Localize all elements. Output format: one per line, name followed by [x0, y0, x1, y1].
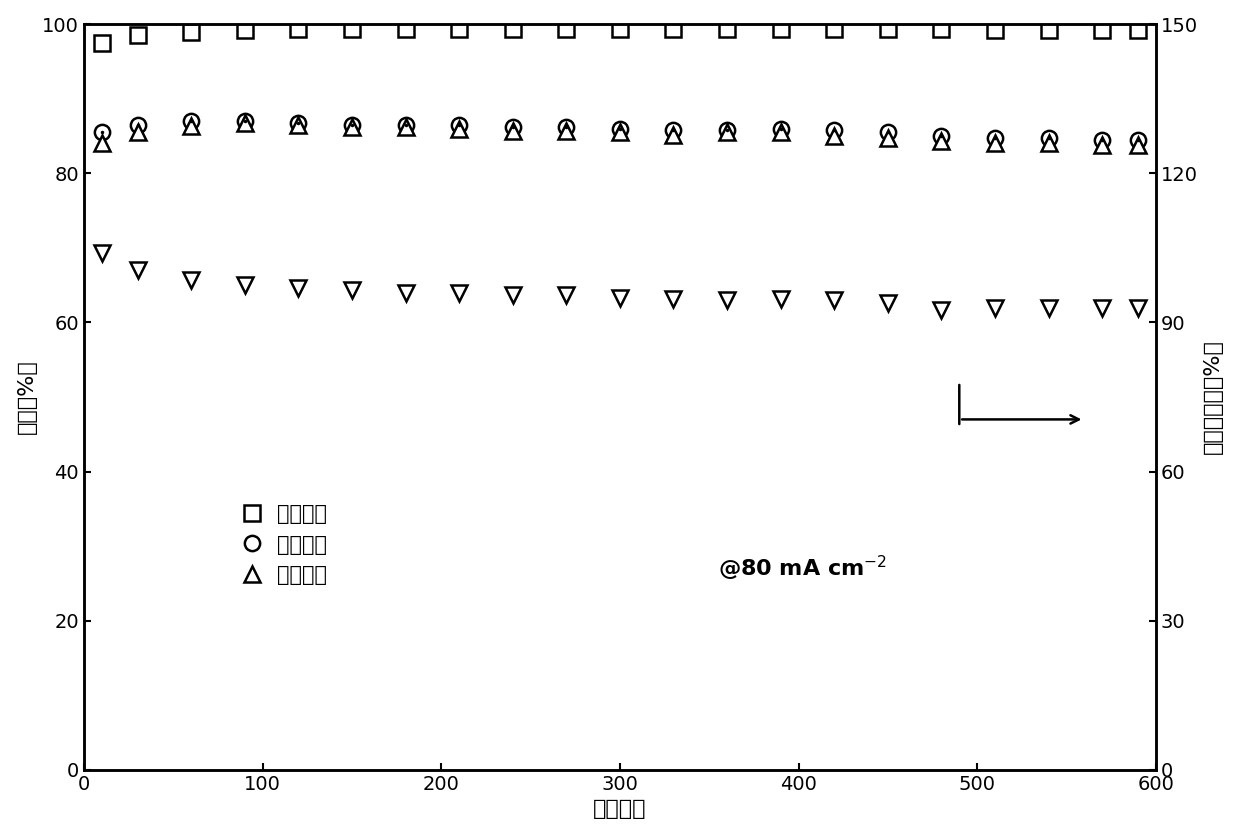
- 库伦效率: [94, 38, 109, 48]
- 电压效率: [237, 116, 252, 126]
- 库伦效率: [666, 24, 681, 34]
- 电压效率: [880, 127, 895, 137]
- Legend: 库伦效率, 电压效率, 能量效率: 库伦效率, 电压效率, 能量效率: [233, 494, 337, 595]
- 电压效率: [291, 118, 306, 128]
- 能量效率: [719, 127, 734, 137]
- 库伦效率: [237, 25, 252, 35]
- 能量效率: [827, 131, 842, 141]
- 库伦效率: [398, 23, 413, 33]
- 电压效率: [505, 122, 520, 132]
- 电压效率: [774, 124, 789, 134]
- 库伦效率: [345, 24, 360, 34]
- 电压效率: [719, 125, 734, 135]
- 库伦效率: [774, 23, 789, 33]
- 能量效率: [237, 118, 252, 128]
- 库伦效率: [827, 23, 842, 33]
- 电压效率: [1042, 132, 1056, 142]
- Line: 能量效率: 能量效率: [94, 115, 1146, 153]
- 库伦效率: [505, 24, 520, 34]
- 电压效率: [1095, 135, 1110, 145]
- 电压效率: [451, 120, 466, 130]
- 电压效率: [934, 131, 949, 141]
- 电压效率: [398, 120, 413, 130]
- 库伦效率: [184, 27, 198, 37]
- Y-axis label: 效率（%）: 效率（%）: [16, 359, 37, 435]
- 电压效率: [130, 120, 145, 130]
- X-axis label: 循环序数: 循环序数: [593, 799, 646, 819]
- 库伦效率: [1095, 25, 1110, 35]
- 电压效率: [666, 125, 681, 135]
- 能量效率: [505, 125, 520, 135]
- 库伦效率: [130, 30, 145, 40]
- 电压效率: [94, 127, 109, 137]
- 库伦效率: [613, 23, 627, 33]
- 库伦效率: [719, 24, 734, 34]
- 库伦效率: [559, 24, 574, 34]
- 库伦效率: [987, 25, 1002, 35]
- Line: 库伦效率: 库伦效率: [94, 21, 1146, 50]
- 能量效率: [1042, 139, 1056, 149]
- 能量效率: [451, 124, 466, 134]
- 能量效率: [184, 121, 198, 131]
- 库伦效率: [880, 24, 895, 34]
- 能量效率: [398, 122, 413, 132]
- 电压效率: [987, 132, 1002, 142]
- 能量效率: [130, 127, 145, 137]
- 能量效率: [934, 136, 949, 146]
- 库伦效率: [1131, 25, 1146, 35]
- Text: @80 mA cm$^{-2}$: @80 mA cm$^{-2}$: [718, 553, 887, 583]
- 能量效率: [613, 127, 627, 137]
- 能量效率: [880, 132, 895, 142]
- 电压效率: [613, 124, 627, 134]
- 能量效率: [345, 122, 360, 132]
- 能量效率: [666, 130, 681, 140]
- 库伦效率: [934, 24, 949, 34]
- 库伦效率: [1042, 25, 1056, 35]
- 能量效率: [559, 125, 574, 135]
- 能量效率: [987, 139, 1002, 149]
- 电压效率: [559, 122, 574, 132]
- Line: 电压效率: 电压效率: [94, 114, 1146, 147]
- 电压效率: [184, 116, 198, 126]
- 能量效率: [94, 139, 109, 149]
- Y-axis label: 容量保持率（%）: 容量保持率（%）: [1203, 339, 1224, 455]
- 电压效率: [1131, 135, 1146, 145]
- 电压效率: [345, 120, 360, 130]
- 电压效率: [827, 125, 842, 135]
- 能量效率: [291, 120, 306, 130]
- 能量效率: [1095, 140, 1110, 150]
- 能量效率: [1131, 140, 1146, 150]
- 库伦效率: [291, 24, 306, 34]
- 能量效率: [774, 127, 789, 137]
- 库伦效率: [451, 23, 466, 33]
